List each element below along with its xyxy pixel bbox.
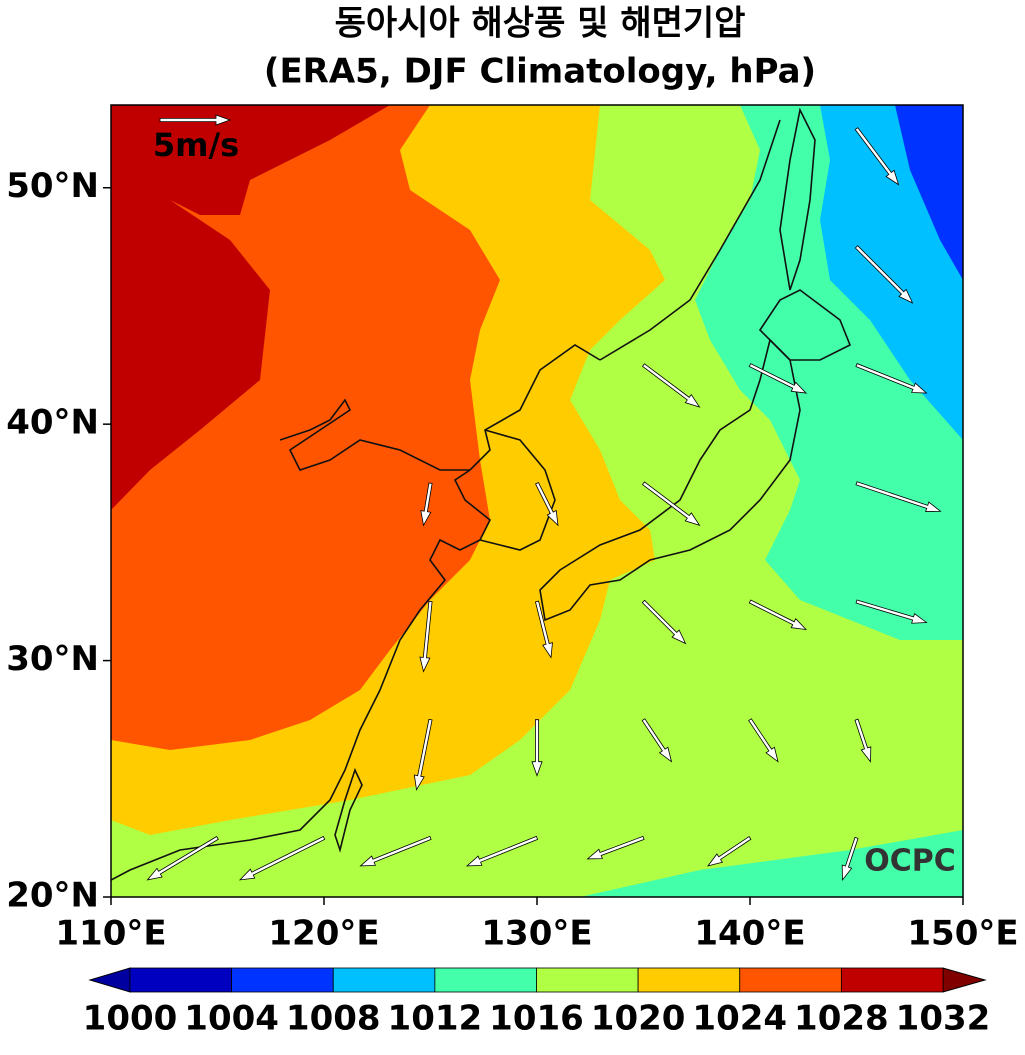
reference-arrow <box>159 114 232 126</box>
wind-arrow <box>855 481 942 512</box>
coastline <box>334 767 363 853</box>
watermark: OCPC <box>864 844 956 879</box>
wind-arrow <box>465 835 539 867</box>
wind-arrow <box>748 599 808 631</box>
wind-arrow <box>586 835 645 860</box>
wind-arrow <box>854 127 900 186</box>
colorbar-label: 1012 <box>388 999 483 1039</box>
colorbar-label: 1024 <box>692 999 787 1039</box>
x-tick-label: 150°E <box>907 914 1018 954</box>
wind-arrow <box>359 835 432 867</box>
coastline <box>479 429 556 551</box>
wind-arrow <box>641 718 673 763</box>
colorbar-under <box>88 967 131 993</box>
colorbar-segment <box>231 967 334 993</box>
pressure-region <box>895 105 963 280</box>
wind-arrow <box>641 481 701 526</box>
colorbar-label: 1028 <box>794 999 889 1039</box>
x-tick-label: 130°E <box>481 914 592 954</box>
pressure-region <box>580 830 963 897</box>
wind-arrow <box>841 836 859 882</box>
colorbar-label: 1020 <box>591 999 686 1039</box>
coastline <box>111 344 601 881</box>
colorbar-label: 1032 <box>896 999 991 1039</box>
reference-label: 5m/s <box>153 126 239 164</box>
wind-arrow <box>854 718 872 763</box>
wind-arrow <box>855 363 928 394</box>
chart-title: 동아시아 해상풍 및 해면기압 <box>335 4 746 44</box>
wind-vectors <box>146 127 942 882</box>
wind-arrow <box>748 363 808 394</box>
map-fill <box>111 105 963 897</box>
wind-arrow <box>641 599 687 645</box>
colorbar-label: 1016 <box>489 999 584 1039</box>
colorbar-segment <box>840 967 944 993</box>
wind-arrow <box>707 836 752 867</box>
colorbar-segment <box>434 967 537 993</box>
chart-subtitle: (ERA5, DJF Climatology, hPa) <box>264 52 816 92</box>
wind-arrow <box>413 718 433 791</box>
colorbar-segment <box>332 967 436 993</box>
x-tick-label: 120°E <box>268 914 379 954</box>
wind-arrow <box>855 599 928 624</box>
wind-arrow <box>535 482 559 527</box>
wind-arrow <box>531 719 543 777</box>
x-tick-label: 110°E <box>55 914 166 954</box>
colorbar-label: 1008 <box>286 999 381 1039</box>
coastline <box>599 107 852 361</box>
colorbar-segment <box>129 967 233 993</box>
wind-arrow <box>854 245 914 304</box>
y-tick-label: 30°N <box>6 639 99 679</box>
colorbar-over <box>942 967 987 993</box>
wind-arrow <box>238 835 326 881</box>
colorbar-segment <box>536 967 639 993</box>
colorbar-label: 1000 <box>83 999 178 1039</box>
wind-arrow <box>419 600 433 673</box>
wind-arrow <box>534 600 553 659</box>
x-tick-label: 140°E <box>694 914 805 954</box>
pressure-region <box>111 105 390 510</box>
colorbar-label: 1004 <box>184 999 279 1039</box>
coastline <box>539 338 801 622</box>
wind-arrow <box>420 482 433 527</box>
y-tick-label: 50°N <box>6 166 99 206</box>
colorbar-segment <box>637 967 741 993</box>
wind-arrow <box>748 718 779 763</box>
wind-arrow <box>641 363 701 408</box>
y-tick-label: 20°N <box>6 876 99 916</box>
colorbar-segment <box>739 967 842 993</box>
y-tick-label: 40°N <box>6 403 99 443</box>
wind-arrow <box>146 835 219 881</box>
